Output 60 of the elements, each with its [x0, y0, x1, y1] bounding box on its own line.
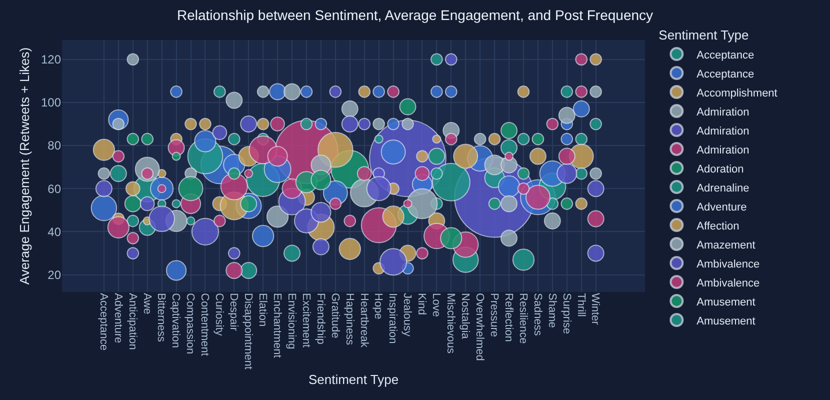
x-tick-label: Overwhelmed: [474, 293, 486, 361]
x-tick-label: Thrill: [574, 293, 587, 317]
x-tick-label: Shame: [546, 293, 558, 328]
x-tick-label: Excitement: [300, 293, 312, 348]
legend-label: Amusement: [696, 315, 756, 328]
x-tick-label: Heartbreak: [358, 293, 370, 348]
legend-label: Adventure: [696, 201, 747, 214]
y-tick-label: 20: [48, 268, 62, 282]
y-tick-label: 100: [40, 96, 62, 110]
x-tick-label: Contentment: [198, 293, 211, 356]
x-tick-label: Kind: [416, 293, 428, 316]
x-tick-label: Love: [430, 293, 442, 317]
x-tick-label: Friendship: [314, 293, 326, 344]
x-tick-label: Nostalgia: [459, 293, 472, 340]
legend-label: Affection: [696, 220, 740, 232]
x-tick-label: Jealousy: [401, 293, 414, 337]
legend-label: Amusement: [696, 296, 756, 308]
x-axis-title: Sentiment Type: [308, 372, 399, 388]
legend-label: Adrenaline: [696, 182, 750, 194]
x-tick-label: Inspiration: [386, 293, 399, 344]
x-tick-label: Elation: [256, 293, 269, 327]
x-tick-label: Envisioning: [285, 293, 298, 350]
y-tick-label: 120: [40, 52, 62, 67]
x-tick-label: Reflection: [502, 293, 514, 342]
x-tick-label: Sadness: [531, 293, 544, 336]
legend-label: Admiration: [696, 144, 750, 156]
legend-label: Acceptance: [696, 49, 754, 62]
x-tick-label: Gratitude: [328, 293, 341, 338]
legend-label: Admiration: [696, 106, 750, 118]
legend-label: Adoration: [696, 163, 744, 176]
legend-label: Admiration: [696, 125, 750, 138]
x-tick-label: Captivation: [170, 293, 182, 348]
x-tick-label: Mischievous: [444, 293, 457, 354]
x-tick-label: Surprise: [560, 293, 572, 334]
x-tick-label: Despair: [228, 293, 240, 332]
chart-title: Relationship between Sentiment, Average Engagement, and Post Frequency: [176, 7, 654, 24]
x-tick-label: Pressure: [488, 293, 500, 338]
y-axis-title: Average Engagement (Retweets + Likes): [16, 47, 32, 285]
x-tick-label: Bitterness: [155, 293, 168, 342]
x-tick-label: Enchantment: [270, 293, 283, 358]
x-tick-label: Adventure: [112, 293, 124, 344]
legend-label: Amazement: [696, 239, 756, 252]
x-tick-label: Disappointment: [242, 293, 254, 370]
legend-label: Acceptance: [696, 68, 754, 80]
x-tick-label: Compassion: [184, 293, 196, 354]
x-tick-label: Acceptance: [97, 293, 110, 350]
x-tick-label: Curiosity: [213, 293, 226, 336]
y-tick-label: 40: [48, 224, 62, 239]
x-tick-label: Awe: [140, 293, 153, 314]
y-tick-label: 80: [48, 138, 62, 153]
x-tick-label: Resilience: [516, 293, 529, 344]
x-tick-label: Hope: [372, 293, 384, 320]
x-tick-label: Happiness: [343, 293, 356, 346]
legend-label: Ambivalence: [696, 258, 760, 270]
legend-label: Ambivalence: [696, 277, 760, 290]
x-tick-label: Winter: [589, 293, 602, 326]
legend-label: Accomplishment: [696, 87, 778, 100]
legend-title: Sentiment Type: [658, 28, 749, 42]
x-tick-label: Anticipation: [126, 293, 138, 350]
y-tick-label: 60: [48, 182, 62, 196]
